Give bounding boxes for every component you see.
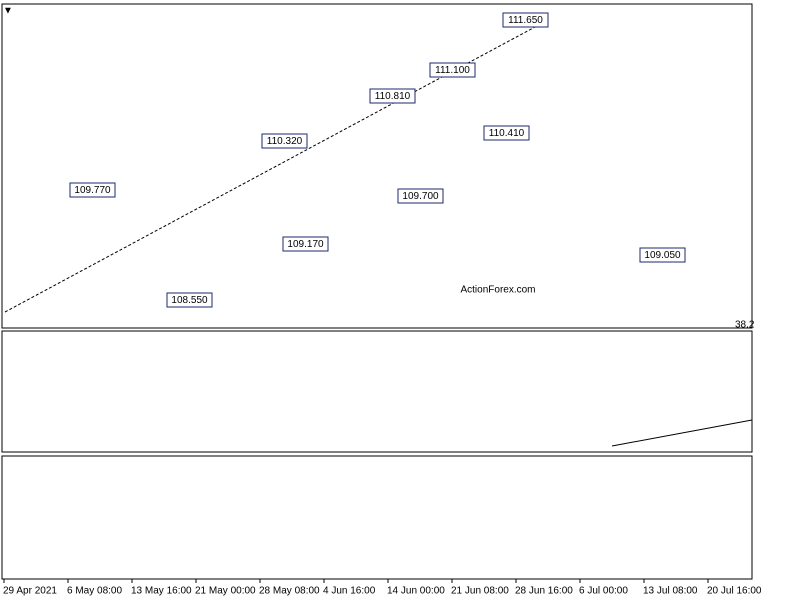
- x-tick-label: 21 May 00:00: [195, 586, 256, 597]
- watermark: ActionForex.com: [460, 285, 535, 296]
- panel-frame: [1, 455, 753, 580]
- x-tick-label: 4 Jun 16:00: [323, 586, 376, 597]
- panel-frame: [1, 3, 753, 329]
- annotation: 110.320: [267, 136, 303, 147]
- x-tick-label: 20 Jul 16:00: [707, 586, 762, 597]
- annotation-box: [502, 12, 549, 28]
- annotation: 111.100: [435, 65, 470, 76]
- x-tick-label: 6 May 08:00: [67, 586, 122, 597]
- annotation: 110.810: [375, 91, 411, 102]
- annotation: 109.170: [287, 239, 324, 250]
- x-tick-label: 13 May 16:00: [131, 586, 192, 597]
- annotation: 109.050: [644, 250, 681, 261]
- x-tick-label: 29 Apr 2021: [3, 586, 57, 597]
- annotation-box: [261, 133, 308, 149]
- x-tick-label: 13 Jul 08:00: [643, 586, 698, 597]
- x-tick-label: 28 May 08:00: [259, 586, 320, 597]
- annotation-box: [429, 62, 476, 78]
- annotation-box: [282, 236, 329, 252]
- annotation-box: [639, 247, 686, 263]
- trend-line: [4, 19, 549, 313]
- annotation: 109.770: [74, 185, 111, 196]
- x-tick-label: 14 Jun 00:00: [387, 586, 445, 597]
- panel-frame: [1, 330, 753, 453]
- annotation: 109.700: [402, 191, 439, 202]
- fib-label: 38.2: [735, 320, 755, 331]
- x-tick-label: 6 Jul 00:00: [579, 586, 628, 597]
- x-tick-label: 28 Jun 16:00: [515, 586, 573, 597]
- annotation-box: [166, 292, 213, 308]
- x-tick-label: 21 Jun 08:00: [451, 586, 509, 597]
- macd-trend-line: [611, 419, 753, 447]
- annotation-box: [369, 88, 416, 104]
- annotation-box: [69, 182, 116, 198]
- collapse-icon: ▼: [3, 6, 13, 17]
- annotation-box: [397, 188, 444, 204]
- annotation: 111.650: [508, 15, 543, 26]
- annotation: 110.410: [489, 128, 525, 139]
- annotation-box: [483, 125, 530, 141]
- annotation: 108.550: [171, 295, 208, 306]
